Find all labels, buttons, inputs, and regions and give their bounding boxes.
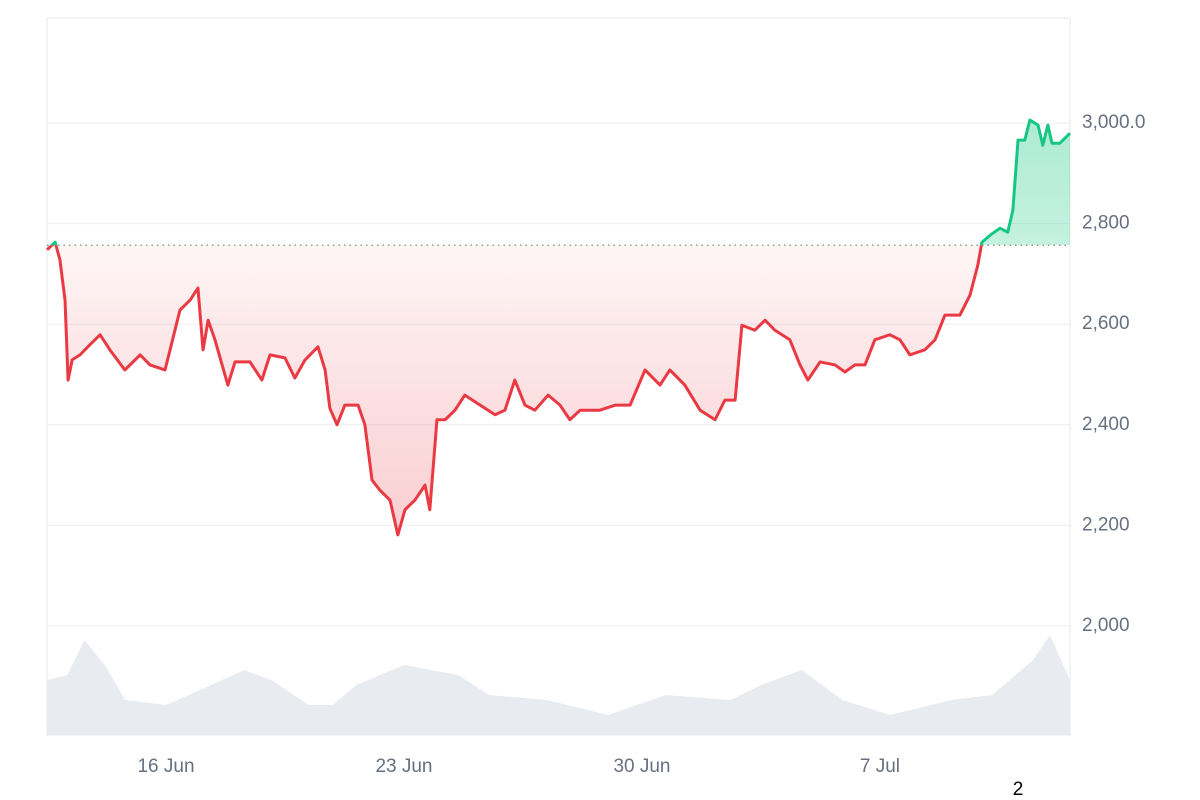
x-tick-label: 16 Jun	[137, 756, 194, 777]
y-tick-label: 2,400	[1082, 414, 1130, 435]
y-tick-label: 2,600	[1082, 313, 1130, 334]
price-line-down	[45, 245, 983, 537]
y-tick-label: 3,000.0	[1082, 112, 1145, 133]
footnote: 2	[1013, 779, 1024, 800]
x-tick-label: 30 Jun	[613, 756, 670, 777]
volume-area	[47, 635, 1070, 735]
x-tick-label: 23 Jun	[375, 756, 432, 777]
y-tick-label: 2,200	[1082, 514, 1130, 535]
area-below	[47, 245, 1070, 535]
y-tick-label: 2,800	[1082, 213, 1130, 234]
y-tick-label: 2,000	[1082, 615, 1130, 636]
x-tick-label: 7 Jul	[860, 756, 900, 777]
